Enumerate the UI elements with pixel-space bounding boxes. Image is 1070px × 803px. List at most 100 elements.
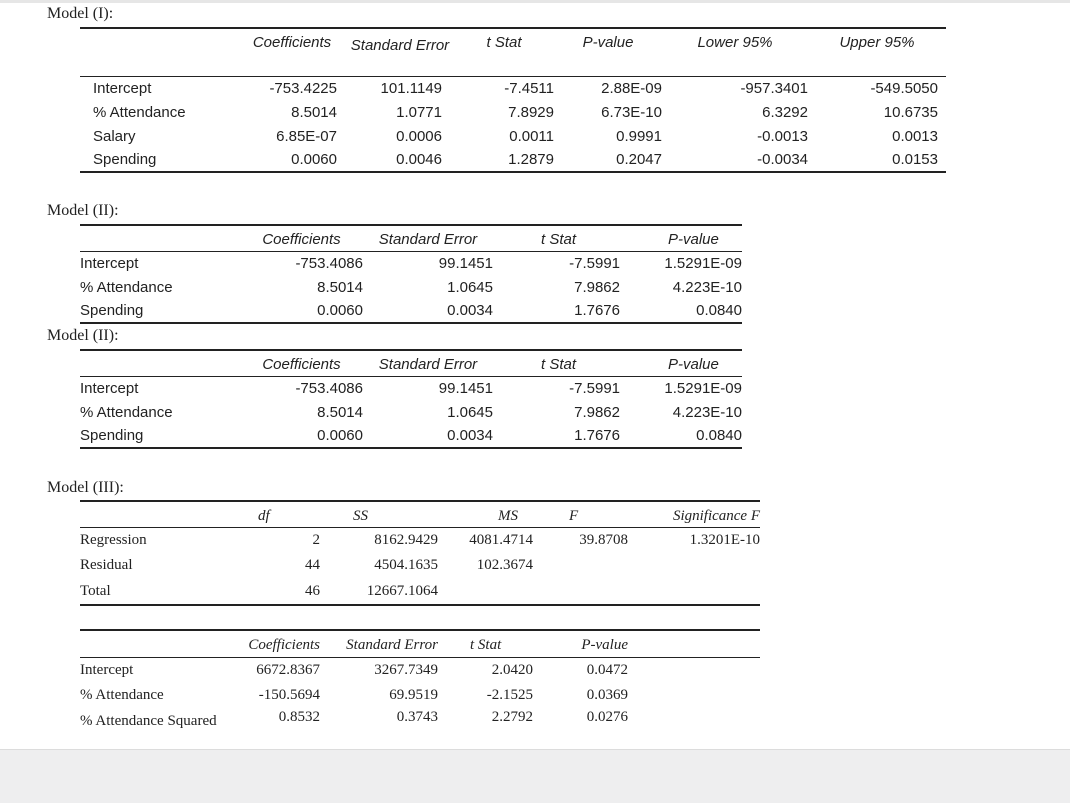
row-label: % Attendance xyxy=(80,278,173,296)
table-row: % Attendance 8.5014 1.0771 7.8929 6.73E-… xyxy=(80,100,946,124)
row-label: Intercept xyxy=(80,661,134,678)
anova-header-df: df xyxy=(220,500,320,528)
cell-lower-95: -0.0034 xyxy=(662,148,808,173)
cell-coefficient: 8.5014 xyxy=(317,278,363,296)
cell-significance-f xyxy=(628,578,760,606)
coef-header-trailing xyxy=(628,629,760,658)
cell-std-error: 3267.7349 xyxy=(374,661,438,678)
row-label: Intercept xyxy=(93,79,152,97)
row-label: % Attendance Squared xyxy=(80,713,217,729)
table-row: % Attendance 8.5014 1.0645 7.9862 4.223E… xyxy=(80,275,742,299)
model-2b-header-coefficients: Coefficients xyxy=(240,349,363,377)
cell-coefficient: 8.5014 xyxy=(317,403,363,421)
model-3-anova-table: df SS MS F Significance F Regression 2 8… xyxy=(80,500,760,606)
table-row: Spending 0.0060 0.0046 1.2879 0.2047 -0.… xyxy=(80,148,946,173)
cell-std-error: 69.9519 xyxy=(389,687,438,703)
cell-t-stat: 1.7676 xyxy=(493,424,620,449)
cell-p-value: 1.5291E-09 xyxy=(664,379,742,397)
anova-header-ms: MS xyxy=(438,500,533,528)
cell-ss: 4504.1635 xyxy=(374,557,438,573)
table-row: Intercept 6672.8367 3267.7349 2.0420 0.0… xyxy=(80,657,760,683)
cell-ss: 8162.9429 xyxy=(374,531,438,548)
cell-std-error: 101.1149 xyxy=(380,79,442,97)
anova-header-ss: SS xyxy=(320,500,438,528)
cell-p-value: 2.88E-09 xyxy=(601,79,662,97)
model-1-header-p-value: P-value xyxy=(554,27,662,77)
cell-coefficient: 0.0060 xyxy=(240,299,363,324)
cell-t-stat: 7.8929 xyxy=(508,103,554,121)
cell-std-error: 1.0771 xyxy=(396,103,442,121)
table-row: % Attendance Squared 0.8532 0.3743 2.279… xyxy=(80,708,760,734)
model-2b-header-p-value: P-value xyxy=(620,349,742,377)
model-1-title: Model (I): xyxy=(47,5,114,22)
model-1-header-blank xyxy=(80,27,238,77)
cell-std-error: 0.0034 xyxy=(363,424,493,449)
row-label: Residual xyxy=(80,557,133,573)
cell-p-value: 0.0276 xyxy=(586,709,628,725)
model-3-title: Model (III): xyxy=(47,479,124,496)
row-label: Salary xyxy=(93,127,136,145)
cell-t-stat: 7.9862 xyxy=(574,403,620,421)
row-label: Intercept xyxy=(80,254,139,272)
table-row: Intercept -753.4225 101.1149 -7.4511 2.8… xyxy=(80,76,946,100)
model-1-header-std-error: Standard Error xyxy=(346,27,454,77)
row-label: Spending xyxy=(80,424,240,449)
cell-t-stat: -2.1525 xyxy=(486,687,533,703)
anova-header-f: F xyxy=(533,500,628,528)
cell-empty xyxy=(628,683,760,708)
top-edge xyxy=(0,0,1070,3)
cell-t-stat: 2.2792 xyxy=(491,709,533,725)
table-row: Spending 0.0060 0.0034 1.7676 0.0840 xyxy=(80,424,742,449)
cell-t-stat: -7.5991 xyxy=(569,254,620,272)
table-row: Intercept -753.4086 99.1451 -7.5991 1.52… xyxy=(80,251,742,275)
cell-df: 2 xyxy=(312,531,321,548)
cell-p-value: 0.0840 xyxy=(620,424,742,449)
cell-t-stat: 0.0011 xyxy=(509,127,554,145)
cell-lower-95: 6.3292 xyxy=(762,103,808,121)
row-label: Spending xyxy=(80,148,238,173)
cell-p-value: 4.223E-10 xyxy=(672,403,742,421)
model-2a-header-std-error: Standard Error xyxy=(363,224,493,252)
cell-t-stat: 1.2879 xyxy=(454,148,554,173)
cell-empty xyxy=(628,657,760,683)
model-2a-header-t-stat: t Stat xyxy=(493,224,620,252)
cell-p-value: 6.73E-10 xyxy=(601,103,662,121)
cell-p-value: 0.0840 xyxy=(620,299,742,324)
cell-coefficient: -753.4086 xyxy=(295,254,363,272)
row-label: % Attendance xyxy=(80,687,164,703)
cell-t-stat: -7.5991 xyxy=(569,379,620,397)
model-1-table: Coefficients Standard Error t Stat P-val… xyxy=(80,27,946,173)
cell-std-error: 99.1451 xyxy=(438,379,493,397)
row-label: Regression xyxy=(80,531,147,548)
table-row: Total 46 12667.1064 xyxy=(80,578,760,606)
cell-coefficient: 6.85E-07 xyxy=(276,127,337,145)
cell-p-value: 1.5291E-09 xyxy=(664,254,742,272)
row-label: % Attendance xyxy=(93,103,186,121)
cell-ms xyxy=(438,578,533,606)
cell-coefficient: 0.0060 xyxy=(238,148,346,173)
row-label: Intercept xyxy=(80,379,139,397)
anova-header-blank xyxy=(80,500,220,528)
cell-coefficient: -753.4225 xyxy=(269,79,337,97)
cell-lower-95: -957.3401 xyxy=(740,79,808,97)
coef-header-t-stat: t Stat xyxy=(438,629,533,658)
table-row: Residual 44 4504.1635 102.3674 xyxy=(80,553,760,578)
table-row: Spending 0.0060 0.0034 1.7676 0.0840 xyxy=(80,299,742,324)
cell-std-error: 0.0006 xyxy=(396,127,442,145)
coef-header-blank xyxy=(80,629,220,658)
cell-std-error: 0.0046 xyxy=(346,148,454,173)
row-label: % Attendance xyxy=(80,403,173,421)
cell-std-error: 0.3743 xyxy=(396,709,438,725)
cell-f xyxy=(533,553,628,578)
model-2b-table: Coefficients Standard Error t Stat P-val… xyxy=(80,349,742,449)
cell-p-value: 0.9991 xyxy=(616,127,662,145)
anova-header-significance-f: Significance F xyxy=(628,500,760,528)
model-2a-header-p-value: P-value xyxy=(620,224,742,252)
document-view[interactable]: Model (I): Coefficients Standard Error t… xyxy=(0,0,1070,749)
model-1-header-coefficients: Coefficients xyxy=(238,27,346,77)
cell-coefficient: 6672.8367 xyxy=(256,661,320,678)
cell-empty xyxy=(628,708,760,734)
cell-upper-95: 0.0013 xyxy=(892,127,938,145)
cell-t-stat: -7.4511 xyxy=(504,79,554,97)
cell-f: 39.8708 xyxy=(579,531,628,548)
